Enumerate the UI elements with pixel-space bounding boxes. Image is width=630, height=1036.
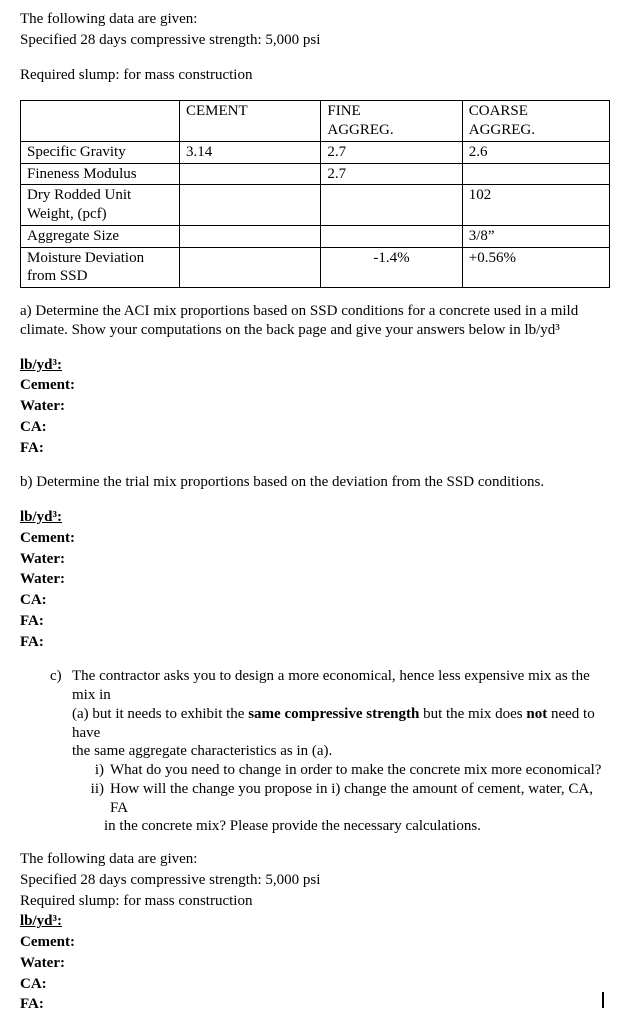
required-slump: Required slump: for mass construction [20,66,610,85]
final-water: Water: [20,954,610,973]
part-b-water1: Water: [20,550,610,569]
part-c-sub-ii-cont: in the concrete mix? Please provide the … [20,817,610,836]
table-row: Fineness Modulus 2.7 [21,163,610,185]
final-line1: The following data are given: [20,850,610,869]
part-c-marker: c) [50,667,72,705]
part-a-water: Water: [20,397,610,416]
th-cement: CEMENT [180,101,321,142]
final-line3: Required slump: for mass construction [20,892,610,911]
part-b-heading: lb/yd³: [20,508,610,527]
material-properties-table: CEMENT FINEAGGREG. COARSEAGGREG. Specifi… [20,100,610,288]
intro-line2: Specified 28 days compressive strength: … [20,31,610,50]
part-c-sub-i: i) What do you need to change in order t… [20,761,610,780]
th-fine: FINEAGGREG. [321,101,462,142]
part-a-fa: FA: [20,439,610,458]
part-a-text: a) Determine the ACI mix proportions bas… [20,302,610,340]
table-row: Moisture Deviationfrom SSD -1.4% +0.56% [21,247,610,288]
part-c-line1: The contractor asks you to design a more… [72,667,610,705]
part-b-water2: Water: [20,570,610,589]
part-c: c) The contractor asks you to design a m… [20,667,610,761]
table-header-row: CEMENT FINEAGGREG. COARSEAGGREG. [21,101,610,142]
part-b-text: b) Determine the trial mix proportions b… [20,473,610,492]
final-heading: lb/yd³: [20,912,610,931]
th-coarse: COARSEAGGREG. [462,101,609,142]
part-b-fa2: FA: [20,633,610,652]
final-ca: CA: [20,975,610,994]
part-a-heading: lb/yd³: [20,356,610,375]
part-b-fa1: FA: [20,612,610,631]
part-c-sub-ii: ii) How will the change you propose in i… [20,780,610,818]
final-cement: Cement: [20,933,610,952]
table-row: Dry Rodded UnitWeight, (pcf) 102 [21,185,610,226]
part-c-line2: (a) but it needs to exhibit the same com… [72,705,610,743]
part-b-ca: CA: [20,591,610,610]
part-b-cement: Cement: [20,529,610,548]
table-row: Aggregate Size 3/8” [21,225,610,247]
part-c-line3: the same aggregate characteristics as in… [72,742,332,761]
final-fa: FA: [20,995,610,1014]
page: The following data are given: Specified … [20,10,610,1014]
part-a-ca: CA: [20,418,610,437]
table-row: Specific Gravity 3.14 2.7 2.6 [21,141,610,163]
text-cursor-icon [602,992,604,1008]
part-a-cement: Cement: [20,376,610,395]
intro-line1: The following data are given: [20,10,610,29]
